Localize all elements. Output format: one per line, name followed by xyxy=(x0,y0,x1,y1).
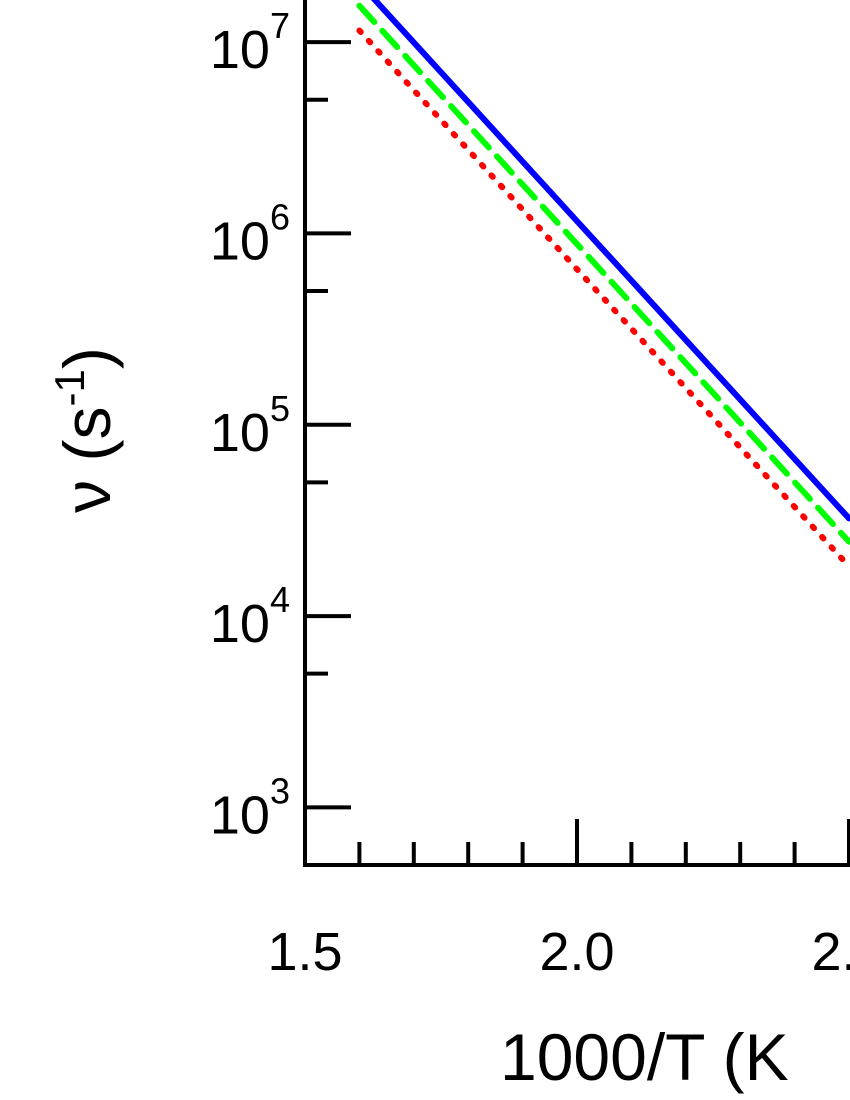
series-line xyxy=(356,27,850,570)
y-tick-exponent: 6 xyxy=(270,196,290,237)
plot-area xyxy=(356,0,850,570)
y-tick-exponent: 7 xyxy=(270,5,290,46)
y-axis-title-text: ν (s xyxy=(50,407,124,513)
x-tick-label: 2.0 xyxy=(539,922,614,982)
x-tick-label: 2.5 xyxy=(811,922,850,982)
y-tick-label: 105 xyxy=(210,388,290,463)
y-tick-base: 10 xyxy=(210,403,270,463)
y-axis-title-end: ) xyxy=(50,347,124,369)
y-axis-title-sup: -1 xyxy=(46,369,93,406)
x-tick-label: 1.5 xyxy=(267,922,342,982)
y-tick-base: 10 xyxy=(210,785,270,845)
y-tick-base: 10 xyxy=(210,211,270,271)
x-axis-title: 1000/T (K xyxy=(500,1020,789,1094)
series-line xyxy=(370,0,850,522)
y-tick-label: 103 xyxy=(210,770,290,845)
y-tick-exponent: 3 xyxy=(270,770,290,811)
y-tick-label: 107 xyxy=(210,5,290,80)
y-tick-exponent: 5 xyxy=(270,388,290,429)
series-line xyxy=(356,2,850,545)
y-tick-label: 106 xyxy=(210,196,290,271)
y-tick-label: 104 xyxy=(210,579,290,654)
y-tick-base: 10 xyxy=(210,594,270,654)
y-axis-title: ν (s-1) xyxy=(46,347,124,513)
y-tick-exponent: 4 xyxy=(270,579,290,620)
y-tick-base: 10 xyxy=(210,20,270,80)
